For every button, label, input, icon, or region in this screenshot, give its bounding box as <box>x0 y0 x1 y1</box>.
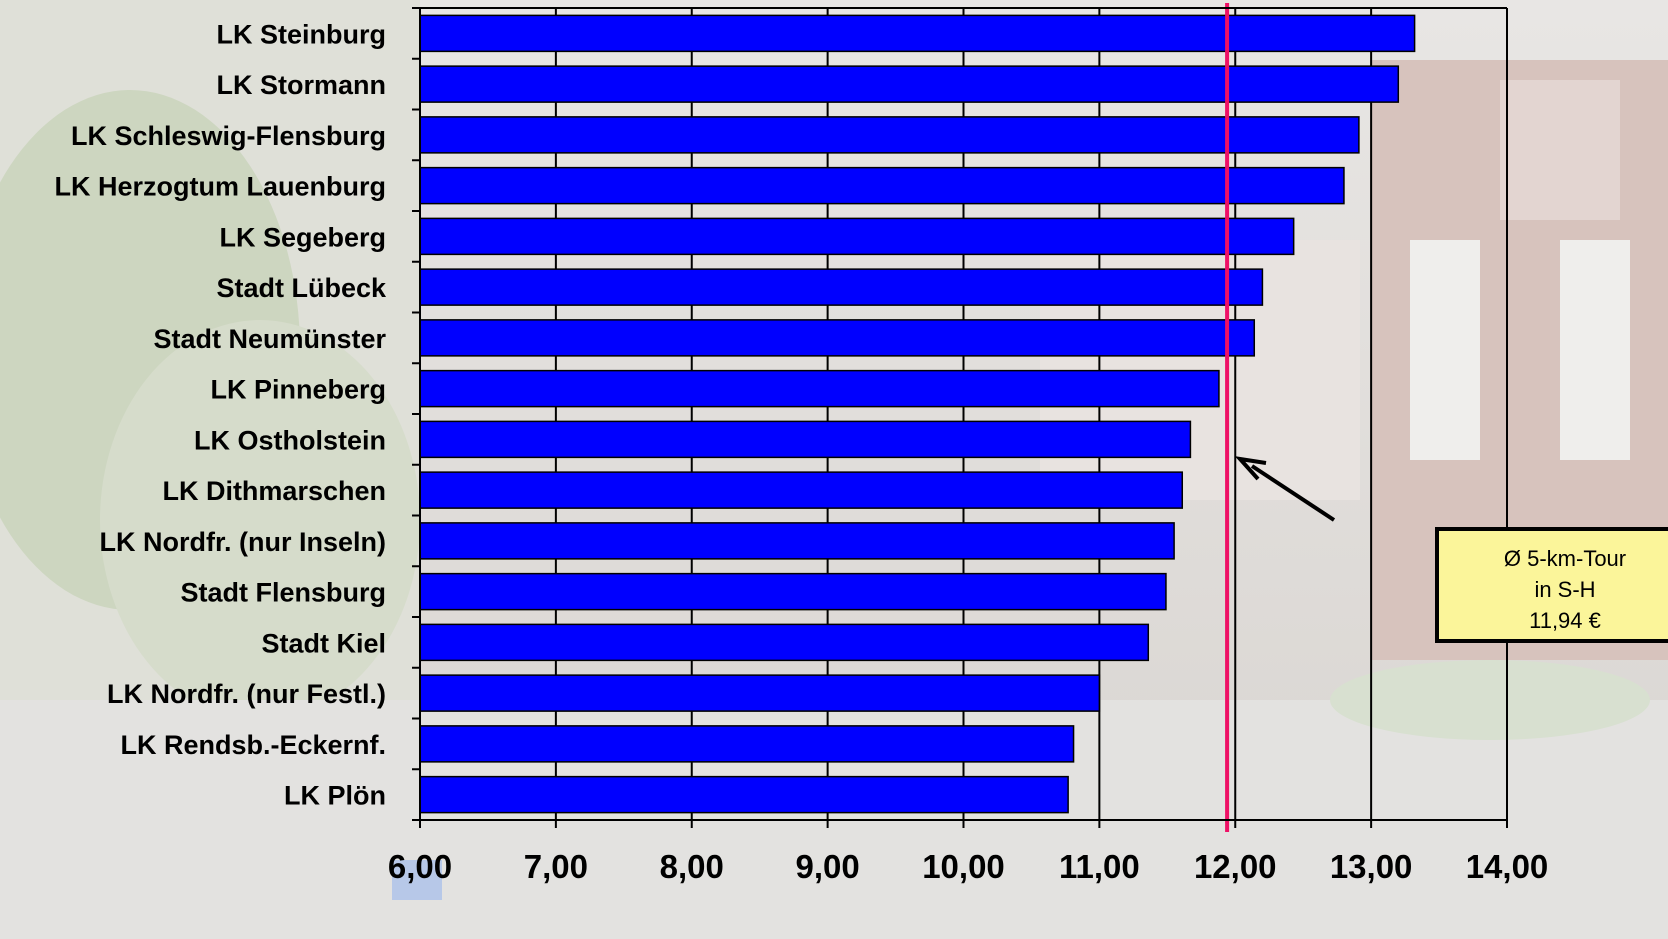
category-label-0: LK Steinburg <box>217 19 387 49</box>
x-tick-label-4: 10,00 <box>922 848 1005 885</box>
category-label-4: LK Segeberg <box>219 222 386 252</box>
bar-12 <box>419 623 1150 662</box>
bar-2 <box>419 116 1360 154</box>
bar-15 <box>419 775 1069 814</box>
category-label-6: Stadt Neumünster <box>153 324 386 354</box>
annotation-line-2: in S-H <box>1534 577 1596 602</box>
bar-8 <box>419 420 1192 459</box>
bar-13 <box>419 674 1101 712</box>
category-label-9: LK Dithmarschen <box>162 476 386 506</box>
x-tick-label-5: 11,00 <box>1059 848 1140 885</box>
bar-7 <box>419 369 1220 408</box>
annotation-line-3: 11,94 € <box>1529 608 1601 633</box>
category-label-2: LK Schleswig-Flensburg <box>71 121 386 151</box>
annotation-arrow-group <box>1234 456 1336 522</box>
category-label-15: LK Plön <box>284 781 386 811</box>
x-tick-label-7: 13,00 <box>1330 848 1413 885</box>
bar-0 <box>419 14 1416 53</box>
x-tick-label-0: 6,00 <box>388 848 452 885</box>
x-tick-label-2: 8,00 <box>660 848 724 885</box>
axes <box>412 7 1508 828</box>
bar-9 <box>419 471 1184 509</box>
category-label-12: Stadt Kiel <box>261 628 386 658</box>
category-label-5: Stadt Lübeck <box>216 273 387 303</box>
category-label-8: LK Ostholstein <box>194 425 386 455</box>
category-label-10: LK Nordfr. (nur Inseln) <box>100 527 387 557</box>
bar-3 <box>419 166 1345 205</box>
annotation-arrow-head <box>1234 456 1267 481</box>
x-tick-label-6: 12,00 <box>1194 848 1277 885</box>
bar-10 <box>419 522 1175 560</box>
category-label-11: Stadt Flensburg <box>180 578 386 608</box>
x-tick-label-3: 9,00 <box>796 848 860 885</box>
bar-6 <box>419 319 1256 357</box>
category-labels: LK Steinburg LK Stormann LK Schleswig-Flen… <box>55 19 387 810</box>
average-annotation-box: Ø 5-km-Tour in S-H 11,94 € <box>1435 527 1668 643</box>
bars <box>419 14 1416 814</box>
bar-4 <box>419 217 1295 256</box>
category-label-1: LK Stormann <box>216 70 386 100</box>
x-tick-label-1: 7,00 <box>524 848 588 885</box>
category-label-14: LK Rendsb.-Eckernf. <box>120 730 386 760</box>
bar-14 <box>419 725 1075 763</box>
bar-11 <box>419 572 1167 611</box>
annotation-arrow-shaft <box>1250 464 1336 522</box>
category-label-3: LK Herzogtum Lauenburg <box>55 172 387 202</box>
category-label-7: LK Pinneberg <box>210 375 386 405</box>
annotation-line-1: Ø 5-km-Tour <box>1503 546 1627 571</box>
bar-5 <box>419 268 1264 306</box>
x-tick-label-8: 14,00 <box>1466 848 1549 885</box>
x-tick-labels: 6,00 7,00 8,00 9,00 10,00 11,00 12,00 13,00 14,0… <box>388 848 1548 885</box>
bar-1 <box>419 65 1400 103</box>
category-label-13: LK Nordfr. (nur Festl.) <box>107 679 386 709</box>
